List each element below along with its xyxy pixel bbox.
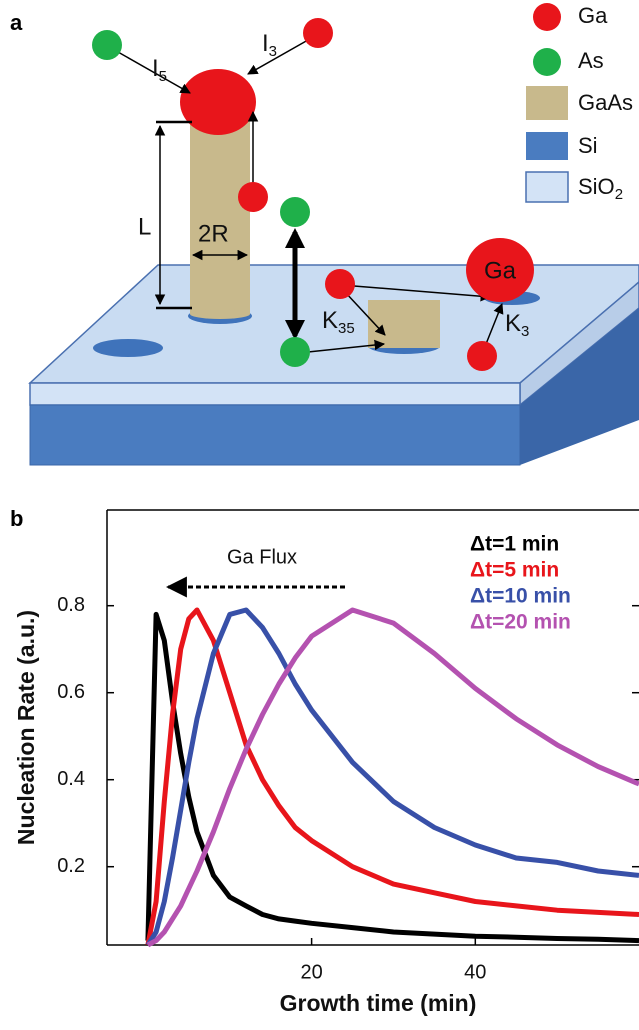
legend-label: Δt=20 min: [470, 611, 571, 634]
flux-label: I5: [152, 55, 167, 85]
legend-label: Ga: [578, 3, 608, 28]
series-line: [145, 611, 639, 944]
legend-label: Δt=10 min: [470, 585, 571, 608]
y-axis-label: Nucleation Rate (a.u.): [13, 610, 39, 845]
legend-label: Δt=5 min: [470, 559, 559, 582]
series-line: [145, 607, 639, 947]
x-tick-label: 40: [464, 961, 486, 983]
atoms: [92, 18, 534, 371]
y-tick-label: 0.2: [57, 855, 85, 877]
arrows: [117, 39, 504, 353]
rate-label: K35: [322, 307, 355, 337]
annotation: Ga Flux: [227, 546, 297, 568]
rate-label: K3: [505, 310, 529, 340]
panel-label: b: [10, 506, 23, 531]
flux-label: I3: [262, 30, 277, 60]
series-line: [145, 607, 639, 946]
legend-label: As: [578, 48, 604, 73]
x-axis-label: Growth time (min): [280, 990, 477, 1016]
legend-label: SiO2: [578, 174, 623, 203]
panel-label: a: [10, 10, 23, 35]
nanowire: [180, 69, 440, 348]
diagram-legend: Ga As GaAs Si SiO2: [525, 3, 633, 203]
y-tick-label: 0.6: [57, 681, 85, 703]
radius-label: 2R: [198, 220, 229, 247]
series-line: [146, 607, 639, 948]
y-tick-label: 0.8: [57, 594, 85, 616]
chart: 0.2 0.4 0.6 0.8 20 40 Growth time (min) Nucleat…: [13, 509, 639, 1016]
legend-label: Si: [578, 133, 598, 158]
x-tick-label: 20: [300, 961, 322, 983]
legend-label: Δt=1 min: [470, 533, 559, 556]
y-tick-label: 0.4: [57, 768, 85, 790]
legend-label: GaAs: [578, 90, 633, 115]
length-label: L: [138, 213, 151, 240]
droplet-label: Ga: [484, 257, 517, 284]
